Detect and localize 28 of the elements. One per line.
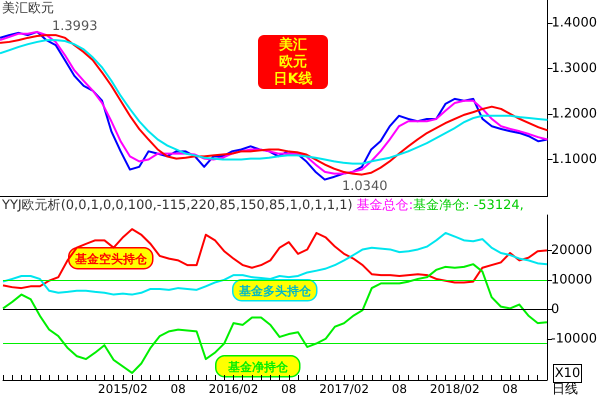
y-tick-label: 1.1000 — [552, 152, 598, 168]
series-label: 基金净持仓 — [226, 360, 289, 374]
x-tick-label: 08 — [281, 382, 296, 396]
series-label: 基金空头持仓 — [74, 252, 148, 266]
chart-title: 美汇欧元 — [2, 0, 54, 16]
x-tick-label: 08 — [502, 382, 518, 396]
x-tick-label: 2018/02 — [430, 382, 480, 396]
text: 基金净仓: -53124, — [413, 198, 524, 213]
text: X10 — [554, 366, 580, 381]
annotation: 1.0340 — [342, 179, 388, 194]
y-tick-label: -10000 — [550, 331, 597, 346]
y-tick-label: 10000 — [550, 272, 592, 288]
x-tick-label: 2015/02 — [98, 382, 148, 396]
y-tick-label: 1.3000 — [552, 60, 598, 76]
text: 日线 — [552, 382, 578, 397]
x-tick-label: 2017/02 — [319, 382, 370, 396]
chart-title: YYJ欧元析(0,0,1,0,0,100,-115,220,85,150,85,1,0,1,1,1) — [1, 198, 357, 213]
x-tick-label: 2016/02 — [208, 382, 258, 396]
annotation: 1.3993 — [52, 19, 98, 34]
annotation: 美汇欧元日K线 — [274, 36, 312, 87]
x-tick-label: 08 — [170, 382, 186, 396]
y-tick-label: 1.4000 — [552, 15, 598, 30]
text: 基金总仓: — [356, 198, 414, 213]
y-tick-label: 0 — [550, 302, 560, 317]
x-tick-label: 08 — [392, 382, 408, 396]
series-label: 基金多头持仓 — [238, 284, 312, 298]
y-tick-label: 20000 — [550, 242, 592, 258]
y-tick-label: 1.2000 — [552, 106, 598, 122]
